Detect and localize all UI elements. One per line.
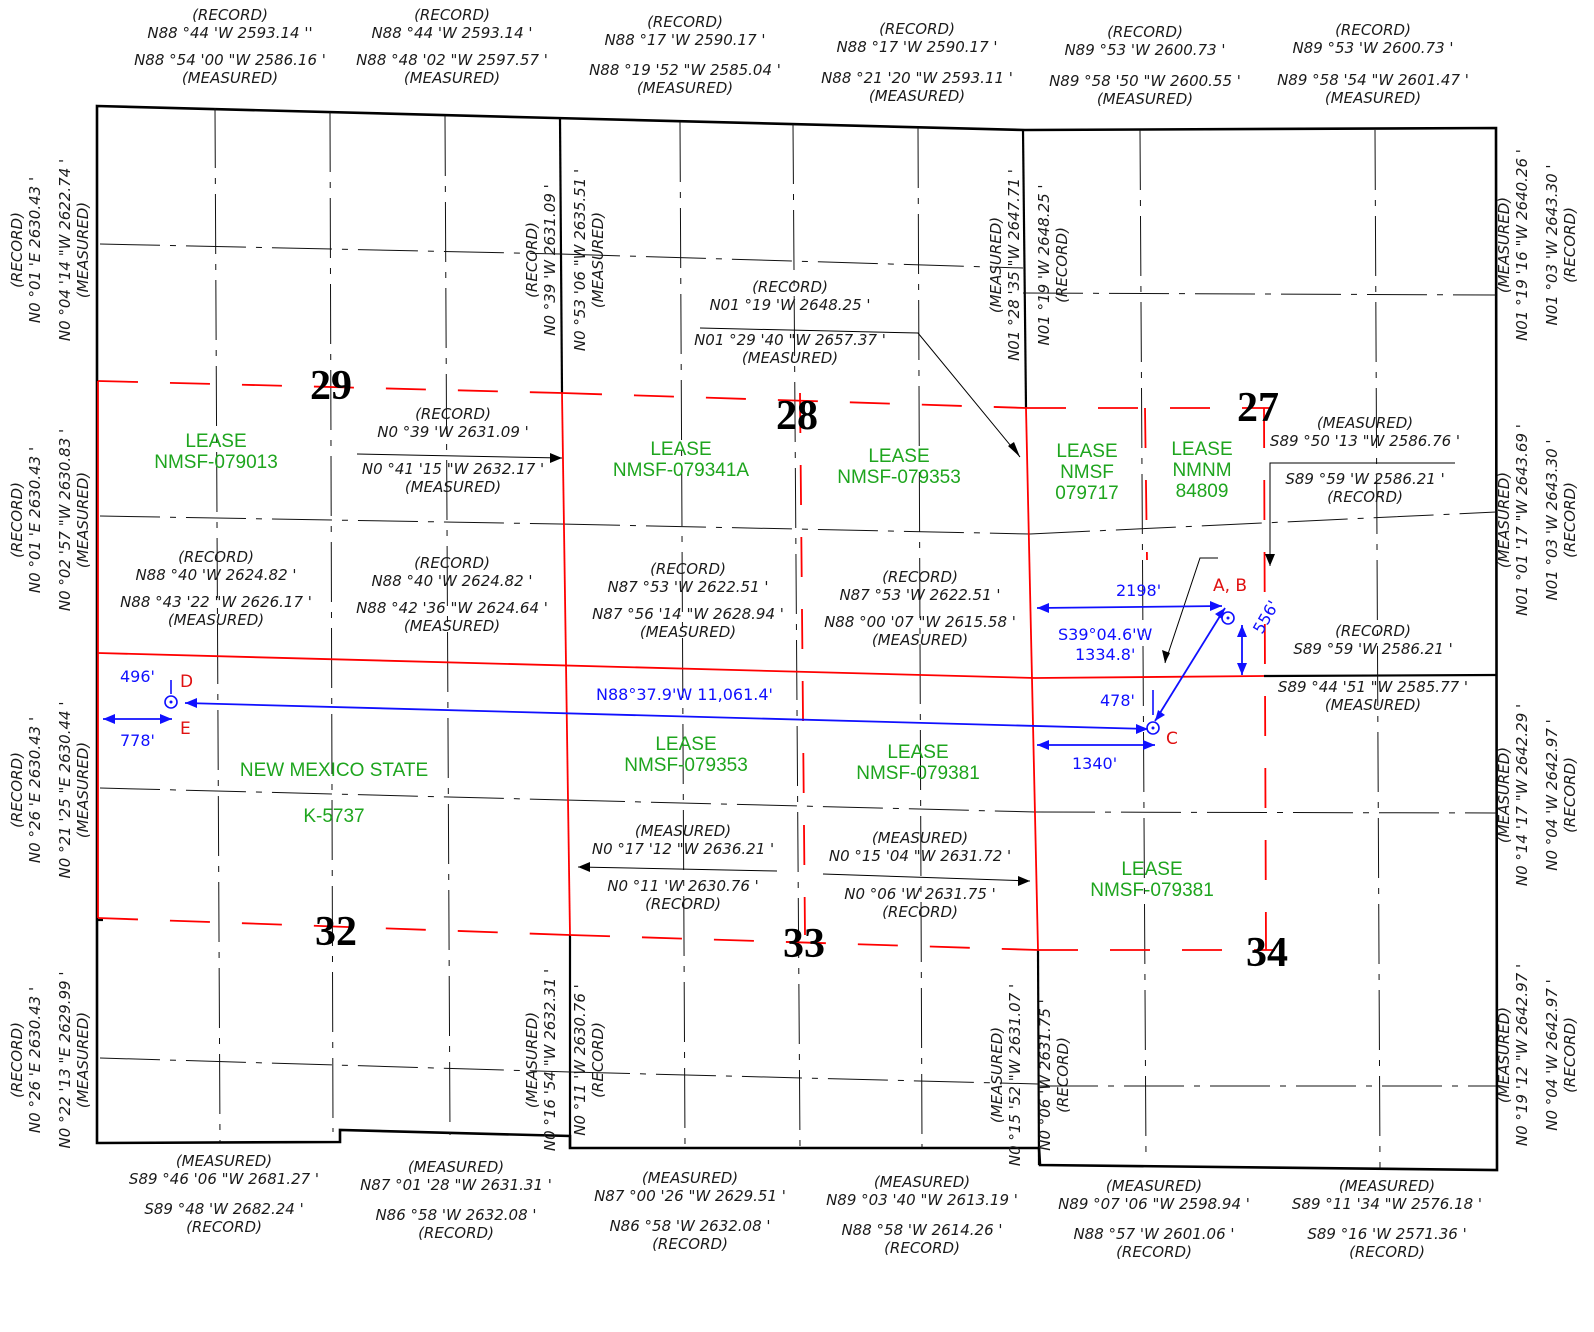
point-labels: A, B C D E [180, 576, 1247, 749]
bearing-label: (MEASURED)N0 °16 '54 "W 2632.31 ' N0 °11 … [523, 969, 607, 1151]
lease-label: K-5737 [303, 806, 364, 827]
bearing-label: (MEASURED) S89 °46 '06 "W 2681.27 ' S89 °4… [129, 1152, 319, 1236]
bearing-label: (RECORD) N88 °17 'W 2590.17 ' N88 °21 '20 … [821, 20, 1013, 105]
bearing-label: (MEASURED)N0 °19 '12 "W 2642.97 ' N0 °04 … [1495, 964, 1579, 1146]
bearing-label: (RECORD) N89 °53 'W 2600.73 ' N89 °58 '54 … [1277, 21, 1469, 107]
bearing-label: (RECORD)N0 °26 'E 2630.43 ' N0 °22 '13 "E… [8, 972, 92, 1149]
bearing-label: (MEASURED)N01 °01 '17 "W 2643.69 ' N01 °0… [1495, 424, 1579, 616]
course-ac-label: S39°04.6'W 1334.8' [1058, 625, 1153, 664]
callout-bearings: (RECORD) N01 °19 'W 2648.25 ' N01 °29 '40 … [362, 278, 1468, 921]
lease-label: LEASE NMSF-079381 [856, 742, 980, 784]
lease-label: LEASE NMSF-079013 [154, 431, 278, 473]
lease-label: LEASE NMSF-079341A [613, 439, 750, 481]
tie-478-label: 478' [1100, 691, 1135, 710]
callout-label: (MEASURED) N0 °17 '12 "W 2636.21 ' N0 °11 … [592, 822, 774, 913]
leader-arrows [356, 327, 1455, 882]
bearing-label: (RECORD)N0 °39 'W 2631.09 ' N0 °53 '06 "W… [523, 169, 607, 351]
tie-2198-label: 2198' [1116, 581, 1161, 600]
tie-556-label: 556' [1249, 597, 1283, 637]
vertical-bearings: (RECORD)N0 °01 'E 2630.43 ' N0 °04 '14 "W… [8, 149, 1579, 1166]
bearing-label: (MEASURED)N01 °19 '16 "W 2640.26 ' N01 °0… [1495, 149, 1579, 341]
bearing-label: (RECORD) N87 °53 'W 2622.51 ' N87 °56 '14 … [592, 560, 784, 641]
course-cd-label: N88°37.9'W 11,061.4' [596, 685, 773, 704]
bearing-label: (MEASURED) N89 °07 '06 "W 2598.94 ' N88 °5… [1058, 1177, 1250, 1261]
survey-point-dots [169, 616, 1230, 730]
point-e-label: E [180, 719, 191, 739]
section-number: 33 [783, 921, 825, 967]
point-d-label: D [180, 672, 193, 692]
lease-label: LEASE NMSF-079353 [624, 734, 748, 776]
course-c-d [184, 702, 1149, 730]
callout-label: (MEASURED) S89 °50 '13 "W 2586.76 ' S89 °5… [1270, 414, 1460, 506]
lease-label: LEASE NMSF-079381 [1090, 859, 1214, 901]
bearing-label: (RECORD) N89 °53 'W 2600.73 ' N89 °58 '50 … [1049, 23, 1241, 108]
lease-labels: LEASE NMSF-079013 LEASE NMSF-079341A LEASE… [154, 431, 1232, 901]
survey-text: 2198' 556' 478' 1340' 496' 778' N88°37.9… [120, 581, 1283, 773]
bearing-label: (RECORD) N88 °44 'W 2593.14 ' N88 °48 '02 … [356, 6, 548, 87]
point-ab-marker [1221, 611, 1235, 625]
point-c-label: C [1166, 729, 1178, 749]
section-number: 29 [310, 363, 352, 409]
lease-label: LEASE NMSF 079717 [1055, 441, 1118, 504]
bearing-label: (RECORD)N0 °01 'E 2630.43 ' N0 °04 '14 "W… [8, 159, 92, 341]
bearing-label: (MEASURED) N87 °01 '28 "W 2631.31 ' N86 °5… [360, 1158, 552, 1242]
bearing-label: (RECORD) N88 °17 'W 2590.17 ' N88 °19 '52 … [589, 13, 781, 97]
callout-label: (RECORD) N01 °19 'W 2648.25 ' N01 °29 '40 … [694, 278, 886, 367]
lease-label: NEW MEXICO STATE [240, 760, 428, 781]
callout-label: (RECORD) S89 °59 'W 2586.21 ' S89 °44 '51 … [1278, 622, 1468, 714]
bearing-label: (MEASURED) N89 °03 '40 "W 2613.19 ' N88 °5… [826, 1173, 1018, 1257]
tie-1340-label: 1340' [1072, 754, 1117, 773]
point-c-marker [1146, 721, 1160, 735]
bearing-label: (RECORD) N88 °44 'W 2593.14 '' N88 °54 '00… [134, 6, 326, 87]
point-ab-label: A, B [1213, 576, 1247, 596]
bearing-label: (MEASURED) S89 °11 '34 "W 2576.18 ' S89 °1… [1292, 1177, 1482, 1261]
top-bearings: (RECORD) N88 °44 'W 2593.14 '' N88 °54 '00… [134, 6, 1469, 108]
section-lines [97, 117, 1497, 1166]
section-number: 32 [315, 909, 357, 955]
callout-label: (MEASURED) N0 °15 '04 "W 2631.72 ' N0 °06 … [829, 829, 1011, 921]
bearing-label: (RECORD) N87 °53 'W 2622.51 ' N88 °00 '07 … [824, 568, 1016, 649]
bearing-label: (MEASURED)N0 °14 '17 "W 2642.29 ' N0 °04 … [1495, 704, 1579, 886]
lease-label: LEASE NMNM 84809 [1171, 439, 1232, 502]
red-dashed-lines [97, 380, 1275, 951]
bearing-label: (RECORD) N88 °40 'W 2624.82 ' N88 °42 '36 … [356, 554, 548, 635]
bearing-label: (MEASURED)N0 °15 '52 "W 2631.07 ' N0 °06 … [988, 984, 1072, 1166]
township-boundary [95, 104, 1499, 1172]
mid-bearings: (RECORD) N88 °40 'W 2624.82 ' N88 °43 '22 … [120, 548, 1016, 649]
bearing-label: (MEASURED)N01 °28 '35 "W 2647.71 ' N01 °1… [987, 169, 1071, 361]
bearing-label: (MEASURED) N87 °00 '26 "W 2629.51 ' N86 °5… [594, 1169, 786, 1253]
red-section-lines [97, 381, 1265, 951]
callout-label: (RECORD) N0 °39 'W 2631.09 ' N0 °41 '15 "W… [362, 405, 544, 496]
tie-2198 [1036, 605, 1223, 609]
tie-778-label: 778' [120, 731, 155, 750]
lease-label: LEASE NMSF-079353 [837, 446, 961, 488]
bearing-label: (RECORD)N0 °26 'E 2630.43 ' N0 °21 '25 "E… [8, 702, 92, 879]
bottom-bearings: (MEASURED) S89 °46 '06 "W 2681.27 ' S89 °4… [129, 1152, 1482, 1261]
tie-496-label: 496' [120, 667, 155, 686]
section-number: 34 [1246, 930, 1288, 976]
leader-arrowheads [550, 442, 1275, 886]
course-a-c [1154, 607, 1226, 722]
point-de-marker [164, 695, 178, 709]
section-number: 27 [1237, 385, 1279, 431]
survey-lines [103, 605, 1243, 746]
section-numbers: 29 28 27 32 33 34 [310, 363, 1288, 976]
section-number: 28 [776, 393, 818, 439]
bearing-label: (RECORD)N0 °01 'E 2630.43 ' N0 °02 '57 "W… [8, 429, 92, 611]
quarter-lines [99, 107, 1497, 1169]
survey-point-markers [164, 611, 1235, 735]
bearing-label: (RECORD) N88 °40 'W 2624.82 ' N88 °43 '22 … [120, 548, 312, 629]
